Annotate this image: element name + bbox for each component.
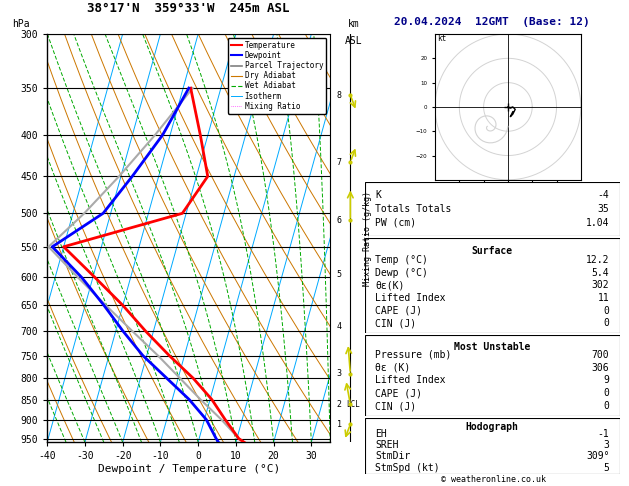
Text: 4: 4 <box>337 322 342 331</box>
Text: Most Unstable: Most Unstable <box>454 342 530 352</box>
Text: EH: EH <box>375 429 387 439</box>
Text: 5: 5 <box>337 270 342 279</box>
Text: 9: 9 <box>603 375 610 385</box>
Text: Mixing Ratio (g/kg): Mixing Ratio (g/kg) <box>364 191 372 286</box>
Text: CIN (J): CIN (J) <box>375 318 416 329</box>
Text: 11: 11 <box>598 293 610 303</box>
Text: km: km <box>348 19 360 29</box>
Text: Pressure (mb): Pressure (mb) <box>375 350 452 360</box>
Text: Totals Totals: Totals Totals <box>375 204 452 214</box>
FancyBboxPatch shape <box>365 182 620 236</box>
Text: 3: 3 <box>337 369 342 379</box>
Text: 5.4: 5.4 <box>592 268 610 278</box>
FancyBboxPatch shape <box>365 335 620 416</box>
Text: ASL: ASL <box>345 36 363 47</box>
Text: kt: kt <box>437 35 447 43</box>
Text: Dewp (°C): Dewp (°C) <box>375 268 428 278</box>
Text: LCL: LCL <box>347 400 360 409</box>
Text: 0: 0 <box>603 306 610 316</box>
Text: -1: -1 <box>598 429 610 439</box>
Text: 0: 0 <box>603 401 610 411</box>
Text: hPa: hPa <box>13 19 30 29</box>
Text: StmSpd (kt): StmSpd (kt) <box>375 463 440 473</box>
Text: Hodograph: Hodograph <box>465 422 519 433</box>
Text: CAPE (J): CAPE (J) <box>375 388 422 398</box>
Text: θε (K): θε (K) <box>375 363 410 373</box>
Text: StmDir: StmDir <box>375 451 410 462</box>
Text: 700: 700 <box>592 350 610 360</box>
Text: θε(K): θε(K) <box>375 280 404 291</box>
Text: 0: 0 <box>603 388 610 398</box>
Text: 6: 6 <box>337 216 342 225</box>
Text: Temp (°C): Temp (°C) <box>375 255 428 265</box>
Text: 20.04.2024  12GMT  (Base: 12): 20.04.2024 12GMT (Base: 12) <box>394 17 590 27</box>
Text: 1.04: 1.04 <box>586 218 610 228</box>
Text: 309°: 309° <box>586 451 610 462</box>
Text: Lifted Index: Lifted Index <box>375 375 445 385</box>
Text: © weatheronline.co.uk: © weatheronline.co.uk <box>442 474 546 484</box>
FancyBboxPatch shape <box>365 238 620 333</box>
Text: 2: 2 <box>337 400 342 409</box>
Text: 3: 3 <box>603 440 610 451</box>
Text: -4: -4 <box>598 190 610 200</box>
Text: CIN (J): CIN (J) <box>375 401 416 411</box>
Text: 35: 35 <box>598 204 610 214</box>
Text: 1: 1 <box>337 420 342 429</box>
Text: 8: 8 <box>337 90 342 100</box>
Text: 302: 302 <box>592 280 610 291</box>
FancyBboxPatch shape <box>365 418 620 474</box>
X-axis label: Dewpoint / Temperature (°C): Dewpoint / Temperature (°C) <box>97 464 280 474</box>
Text: K: K <box>375 190 381 200</box>
Text: SREH: SREH <box>375 440 399 451</box>
Text: Lifted Index: Lifted Index <box>375 293 445 303</box>
Text: 5: 5 <box>603 463 610 473</box>
Text: CAPE (J): CAPE (J) <box>375 306 422 316</box>
Text: 38°17'N  359°33'W  245m ASL: 38°17'N 359°33'W 245m ASL <box>87 1 290 15</box>
Text: 306: 306 <box>592 363 610 373</box>
Legend: Temperature, Dewpoint, Parcel Trajectory, Dry Adiabat, Wet Adiabat, Isotherm, Mi: Temperature, Dewpoint, Parcel Trajectory… <box>228 38 326 114</box>
Text: 12.2: 12.2 <box>586 255 610 265</box>
Text: PW (cm): PW (cm) <box>375 218 416 228</box>
Text: 0: 0 <box>603 318 610 329</box>
Text: Surface: Surface <box>472 246 513 256</box>
Text: 7: 7 <box>337 157 342 167</box>
